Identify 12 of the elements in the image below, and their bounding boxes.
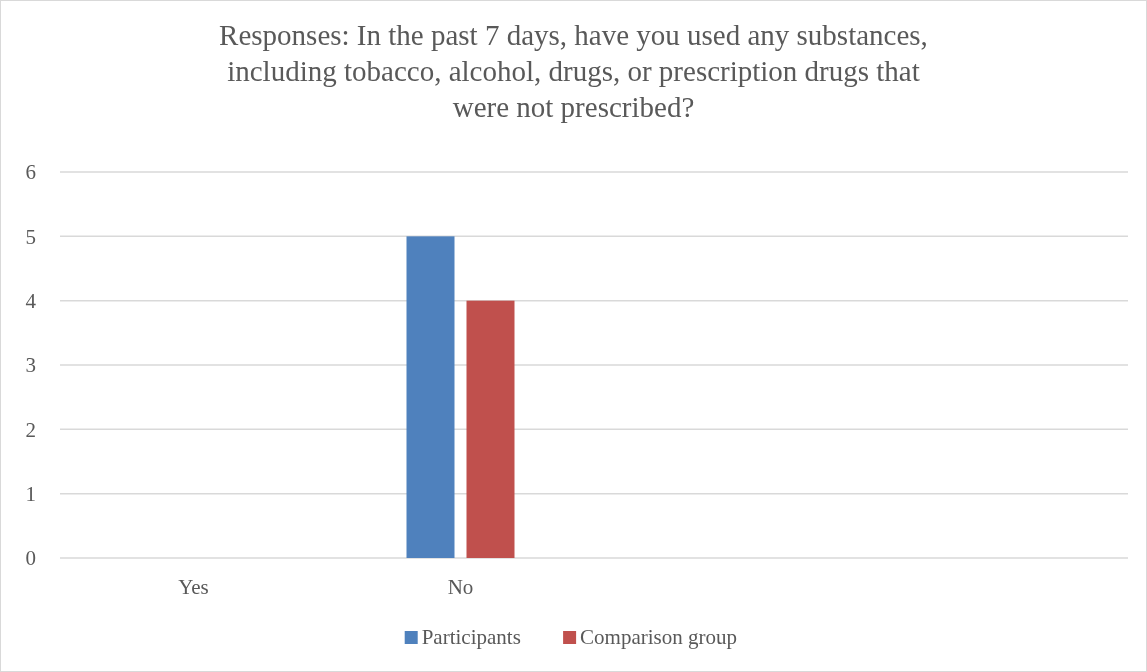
- legend-label: Participants: [421, 625, 521, 649]
- legend-label: Comparison group: [580, 625, 738, 649]
- chart-title: Responses: In the past 7 days, have you used any substances, including tobacco, alcohol, drugs, or prescription drugs that were not prescribed?: [219, 19, 928, 123]
- y-tick-label: 5: [25, 224, 36, 249]
- y-tick-label: 3: [25, 353, 36, 378]
- x-tick-label: No: [447, 575, 474, 599]
- y-tick-label: 4: [25, 289, 37, 314]
- y-tick-label: 6: [25, 160, 36, 185]
- x-tick-label: Yes: [178, 575, 209, 599]
- y-tick-label: 1: [25, 482, 36, 507]
- y-tick-label: 2: [25, 417, 36, 442]
- y-tick-label: 0: [25, 546, 36, 571]
